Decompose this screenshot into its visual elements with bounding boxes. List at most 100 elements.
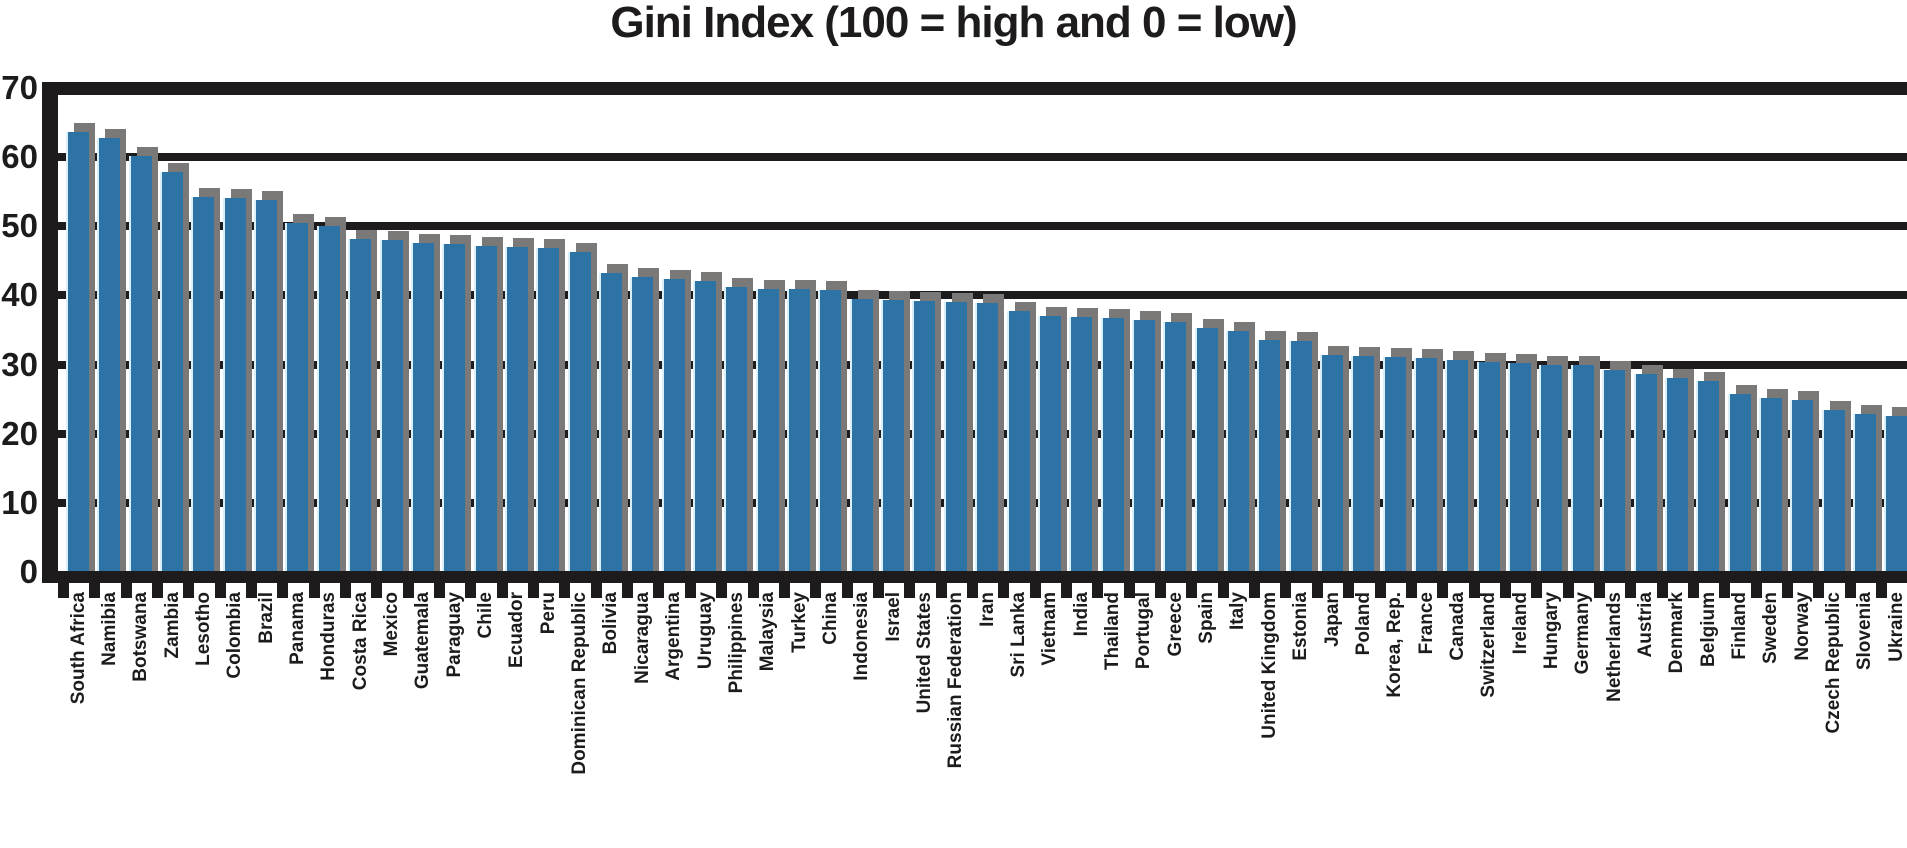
x-axis-label: South Africa [67,592,89,705]
bar [1760,398,1782,572]
x-axis-label: Chile [475,592,497,639]
x-axis-label: Italy [1227,592,1249,631]
x-axis-label: Malaysia [757,592,779,672]
x-axis-label: Nicaragua [631,592,653,684]
x-tick [1186,583,1198,598]
x-tick [245,583,257,598]
x-tick [559,583,571,598]
x-axis-label: Greece [1164,592,1186,657]
bar [600,273,622,572]
bar [695,281,716,572]
bar [1227,331,1249,572]
x-tick [89,583,101,598]
bar [1666,378,1688,572]
x-axis-label: Switzerland [1478,592,1500,698]
x-tick [1374,583,1386,598]
x-axis-label: Thailand [1102,592,1124,671]
bar [506,247,528,572]
y-grid-line [58,222,1907,231]
x-tick [277,583,289,598]
x-axis-label: France [1415,592,1437,655]
x-axis-label: India [1070,592,1092,637]
x-axis-label: Estonia [1290,592,1312,661]
x-tick [1688,583,1699,598]
x-tick [1468,583,1480,598]
y-grid-line [58,82,1907,95]
x-axis-label: Denmark [1666,592,1688,674]
bar [1792,400,1814,572]
y-axis-label: 50 [1,207,38,245]
x-tick [1311,583,1323,598]
bar [1698,381,1720,572]
y-grid-line [58,291,1907,300]
x-axis-label: United States [913,592,935,714]
x-tick [904,583,916,598]
bar [789,289,811,572]
x-tick [339,583,351,598]
bar [945,302,967,572]
x-axis-label: Zambia [161,592,183,659]
x-tick [1280,583,1292,598]
x-tick [371,583,383,598]
x-tick [1217,583,1229,598]
x-axis-label: Czech Republic [1823,592,1845,734]
bar [1886,416,1907,572]
bar [1447,360,1469,572]
x-tick [1123,583,1135,598]
bar [162,172,184,572]
bar [1039,316,1061,572]
x-tick [1876,583,1888,598]
x-axis-label: Vietnam [1039,592,1061,666]
bar [224,198,246,572]
x-axis-label: Ukraine [1885,592,1907,662]
x-axis-label: Ireland [1509,592,1531,655]
bar [1008,311,1030,572]
x-axis-label: Israel [882,592,904,642]
x-tick [1029,583,1041,598]
bar [1133,320,1155,572]
bar [1196,328,1218,572]
y-axis-label: 70 [1,69,38,106]
bar [569,252,591,572]
x-tick [1437,583,1449,598]
bar [1604,370,1626,572]
bar [1510,363,1532,572]
x-axis-label: Colombia [224,592,246,679]
x-axis-label: Argentina [663,592,685,681]
x-tick [590,583,602,598]
chart-title: Gini Index (100 = high and 0 = low) [610,0,1297,47]
bar [851,299,873,572]
x-tick [684,583,696,598]
x-axis-label: Peru [537,592,559,635]
x-tick [120,583,132,598]
x-tick [1593,583,1605,598]
x-axis-label: Germany [1572,592,1594,675]
y-axis-label: 40 [1,276,38,314]
bar [914,301,936,572]
x-axis-label: Bolivia [600,592,622,655]
x-tick [1405,583,1417,598]
bar [1165,322,1187,572]
x-axis-label: Sri Lanka [1008,592,1029,678]
bar [444,244,466,572]
bar [1384,357,1406,572]
bar [256,200,278,572]
x-axis-label: Netherlands [1603,592,1625,702]
bar [1729,394,1751,572]
bar [1322,355,1343,572]
x-axis-label: Lesotho [192,592,214,666]
x-tick [183,583,195,598]
x-tick [528,583,540,598]
x-axis-label: Korea, Rep. [1384,592,1406,698]
bar [1416,358,1438,572]
x-tick [57,583,69,598]
x-tick [151,583,163,598]
x-tick [810,583,822,598]
bar [287,223,309,572]
x-axis-label: Finland [1729,592,1751,660]
x-axis-label: Botswana [130,592,152,682]
x-tick [1343,583,1355,598]
x-axis-label: Canada [1446,592,1468,661]
bar [99,138,121,572]
x-tick [966,583,978,598]
